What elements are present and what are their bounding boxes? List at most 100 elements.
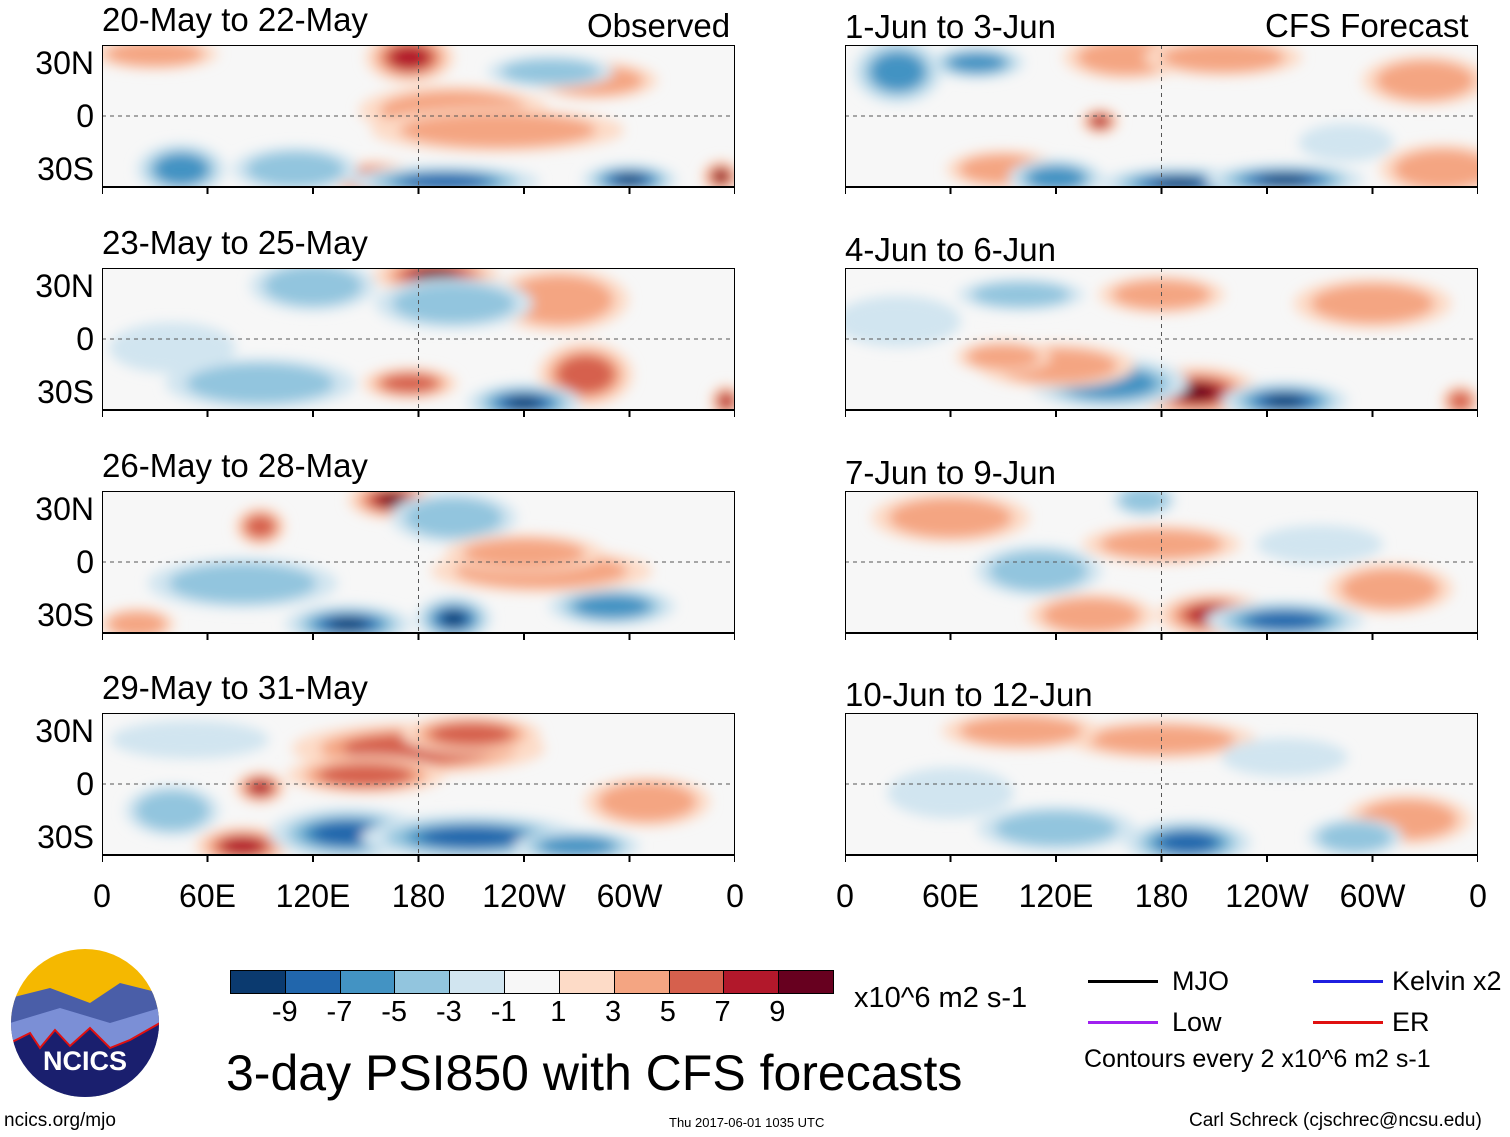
colorbar-units: x10^6 m2 s-1 (854, 982, 1028, 1014)
anomaly-contour (966, 344, 1041, 370)
panel-title: 20-May to 22-May (102, 1, 368, 38)
colorbar-swatch (284, 971, 340, 993)
lat-label: 30N (35, 491, 94, 527)
lon-label: 120E (275, 878, 351, 914)
lon-label: 0 (93, 878, 111, 914)
anomaly-contour (378, 493, 406, 506)
lon-label: 120W (1225, 878, 1309, 914)
lon-label: 180 (1134, 878, 1189, 914)
lon-label: 60E (922, 878, 979, 914)
anomaly-contour (505, 275, 614, 325)
anomaly-contour (1177, 384, 1217, 401)
anomaly-contour (597, 781, 697, 822)
svg-text:NCICS: NCICS (43, 1046, 127, 1076)
anomaly-contour (1449, 391, 1472, 410)
anomaly-contour (1310, 283, 1435, 324)
anomaly-contour (989, 550, 1088, 591)
anomaly-contour (1298, 123, 1394, 162)
panel-title: 26-May to 28-May (102, 447, 368, 484)
colorbar-label: 5 (659, 996, 676, 1028)
colorbar-swatch (558, 971, 614, 993)
anomaly-contour (154, 153, 208, 185)
lat-label: 30S (37, 819, 94, 855)
anomaly-contour (110, 720, 270, 759)
footer-url[interactable]: ncics.org/mjo (4, 1110, 116, 1131)
anomaly-contour (1260, 175, 1309, 185)
lat-label: 30N (35, 268, 94, 304)
kelvin-line (1313, 980, 1383, 983)
anomaly-contour (399, 112, 597, 148)
anomaly-contour (1099, 529, 1224, 560)
anomaly-contour (168, 563, 317, 604)
anomaly-contour (318, 763, 414, 787)
lat-label: 30S (37, 597, 94, 633)
anomaly-contour (248, 780, 272, 795)
panel-title: 7-Jun to 9-Jun (845, 454, 1056, 491)
map-panel (102, 45, 735, 194)
colorbar-label: -5 (381, 996, 408, 1028)
colorbar-swatch (394, 971, 450, 993)
footer-timestamp: Thu 2017-06-01 1035 UTC (669, 1115, 825, 1130)
colorbar-swatch (778, 971, 833, 993)
ncics-logo: NCICS (11, 949, 159, 1097)
anomaly-contour (501, 59, 600, 85)
lat-label: 0 (76, 544, 94, 580)
legend-low: Low (1172, 1007, 1222, 1037)
lat-label: 0 (76, 98, 94, 134)
anomaly-contour (105, 45, 204, 67)
panel-title: 29-May to 31-May (102, 669, 368, 706)
colorbar-swatch (449, 971, 505, 993)
legend-er: ER (1392, 1007, 1430, 1037)
mjo-line (1088, 980, 1158, 983)
anomaly-contour (107, 611, 167, 633)
anomaly-contour (506, 397, 542, 409)
map-panel (845, 45, 1478, 194)
observed-label: Observed (587, 7, 731, 44)
map-panel (102, 713, 735, 862)
lat-label: 30S (37, 151, 94, 187)
anomaly-contour (263, 268, 363, 306)
anomaly-contour (429, 722, 514, 746)
lon-label: 120E (1018, 878, 1094, 914)
anomaly-contour (557, 355, 615, 394)
anomaly-contour (1154, 178, 1204, 187)
anomaly-contour (573, 594, 650, 618)
panel-title: 4-Jun to 6-Jun (845, 231, 1056, 268)
anomaly-contour (994, 810, 1118, 846)
anomaly-contour (538, 836, 615, 855)
panel-title: 1-Jun to 3-Jun (845, 8, 1056, 45)
anomaly-contour (887, 767, 1014, 819)
anomaly-contour (1159, 832, 1217, 853)
anomaly-contour (416, 269, 456, 281)
anomaly-contour (245, 514, 276, 539)
anomaly-contour (614, 175, 645, 185)
anomaly-contour (1027, 166, 1085, 187)
map-panel (102, 268, 735, 417)
panel-title: 10-Jun to 12-Jun (845, 676, 1093, 713)
anomaly-contour (871, 52, 925, 91)
anomaly-contour (392, 283, 516, 324)
anomaly-contour (135, 790, 210, 831)
anomaly-contour (959, 715, 1083, 746)
anomaly-contour (402, 174, 488, 187)
map-panel (845, 491, 1478, 640)
anomaly-contour (1393, 149, 1478, 187)
lon-label: 0 (726, 878, 744, 914)
lon-label: 60E (179, 878, 236, 914)
colorbar-swatch (339, 971, 395, 993)
contour-note: Contours every 2 x10^6 m2 s-1 (1084, 1045, 1431, 1073)
anomaly-contour (1041, 597, 1141, 633)
anomaly-contour (462, 538, 586, 569)
colorbar-label: -3 (436, 996, 462, 1028)
anomaly-contour (715, 171, 727, 182)
anomaly-contour (109, 322, 236, 374)
figure-title: 3-day PSI850 with CFS forecasts (226, 1045, 963, 1101)
lat-label: 0 (76, 766, 94, 802)
anomaly-contour (719, 393, 734, 409)
anomaly-contour (381, 373, 439, 393)
colorbar-swatch (723, 971, 779, 993)
colorbar-label: -1 (490, 996, 517, 1028)
low-line (1088, 1021, 1158, 1024)
anomaly-contour (888, 497, 1013, 538)
